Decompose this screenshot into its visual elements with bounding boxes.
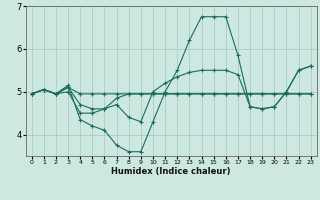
X-axis label: Humidex (Indice chaleur): Humidex (Indice chaleur): [111, 167, 231, 176]
